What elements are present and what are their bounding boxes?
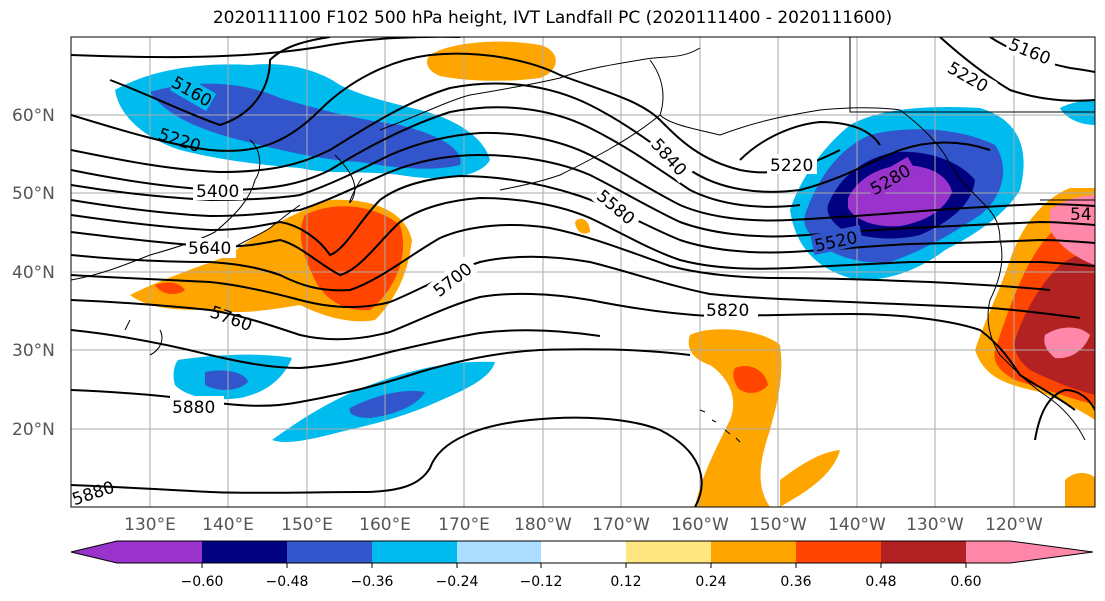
contour-label: 54 (1070, 205, 1092, 225)
contour-label: 5220 (770, 156, 813, 176)
lon-label: 170°E (438, 515, 490, 535)
colorbar-segment (202, 541, 287, 563)
map-title: 2020111100 F102 500 hPa height, IVT Land… (212, 8, 893, 28)
colorbar-tick-label: 0.24 (695, 574, 726, 590)
colorbar-tick-label: −0.12 (520, 574, 563, 590)
contour-line (71, 329, 601, 370)
ivt-positive-core-north-westcoast (1050, 195, 1095, 265)
colorbar-segment (711, 541, 796, 563)
coastlines (71, 37, 1095, 443)
contour-line (109, 37, 331, 127)
coastline-alaska-west (649, 59, 901, 136)
colorbar-ticks (201, 563, 967, 568)
coastline-alaska-south (899, 109, 1001, 241)
colorbar-segment (966, 541, 1010, 563)
contour-line (71, 416, 703, 507)
map-frame (70, 36, 1096, 508)
lat-label: 20°N (12, 420, 55, 440)
lon-label: 180°W (514, 515, 572, 535)
lon-label: 150°E (281, 515, 333, 535)
ivt-positive-spot-japan (155, 282, 185, 295)
ivt-positive-core-hawaii (733, 365, 768, 393)
lon-label: 120°W (985, 515, 1043, 535)
lon-label: 160°W (671, 515, 729, 535)
ivt-positive-deep-westcoast (1014, 248, 1095, 395)
colorbar-segment (457, 541, 541, 563)
colorbar-segment (541, 541, 626, 563)
contour-label: 5820 (706, 301, 749, 321)
colorbar-tick-label: −0.24 (436, 574, 479, 590)
lon-label: 160°E (359, 515, 411, 535)
contour-label: 5880 (172, 398, 215, 418)
contour-line (71, 255, 1081, 319)
lat-label: 60°N (12, 106, 55, 126)
contour-line (739, 120, 881, 161)
colorbar-tick-label: 0.36 (780, 574, 811, 590)
height-contours (71, 37, 1095, 507)
contour-line (71, 224, 1051, 292)
lat-label: 30°N (12, 341, 55, 361)
colorbar-segment (626, 541, 711, 563)
colorbar-tick-label: −0.60 (181, 574, 224, 590)
contour-line (71, 131, 1095, 222)
colorbar-extend-max (1010, 541, 1093, 563)
colorbar-tick-label: 0.12 (610, 574, 641, 590)
contour-line (71, 82, 991, 193)
ivt-negative-patch-west-core (205, 370, 248, 390)
colorbar-segment (796, 541, 881, 563)
colorbar-segment (287, 541, 372, 563)
lon-label: 130°W (906, 515, 964, 535)
contour-label: 5640 (188, 239, 231, 259)
ivt-positive-speck (575, 218, 590, 234)
contour-line (71, 174, 1095, 257)
contour-line (1034, 388, 1095, 441)
colorbar-tick-label: 0.60 (950, 574, 981, 590)
lon-label: 140°W (828, 515, 886, 535)
hawaii-islands (699, 409, 741, 443)
ivt-positive-patch-east-hawaii (780, 450, 840, 507)
colorbar-segment (372, 541, 457, 563)
colorbar-tick-label: −0.48 (266, 574, 309, 590)
lat-label: 50°N (12, 184, 55, 204)
latitude-labels: 60°N 50°N 40°N 30°N 20°N (12, 106, 55, 440)
coastline-siberia (379, 47, 701, 131)
ivt-negative-patch-central-core (349, 390, 425, 418)
coastline-asia (71, 139, 261, 281)
contour-line (71, 292, 1076, 411)
colorbar: −0.60 −0.48 −0.36 −0.24 −0.12 0.12 0.24 … (70, 540, 1094, 590)
lon-label: 130°E (124, 515, 176, 535)
contour-label: 5400 (196, 182, 239, 202)
colorbar-extend-min (71, 541, 117, 563)
lon-label: 140°E (202, 515, 254, 535)
ivt-positive-patch-se (1065, 473, 1095, 507)
lon-label: 150°W (749, 515, 807, 535)
lon-label: 170°W (592, 515, 650, 535)
colorbar-segment (881, 541, 966, 563)
colorbar-tick-label: 0.48 (865, 574, 896, 590)
coastline-kamchatka (334, 154, 363, 203)
coastline-aleutians (499, 114, 661, 191)
colorbar-segment (117, 541, 202, 563)
canada-border (849, 37, 1095, 113)
colorbar-outline (70, 540, 1094, 564)
ivt-positive-core-south-westcoast (1044, 327, 1090, 359)
contour-line (71, 52, 841, 174)
longitude-labels: 130°E 140°E 150°E 160°E 170°E 180°W 170°… (124, 515, 1043, 535)
contour-line (71, 153, 1095, 238)
contour-line (71, 196, 1095, 277)
colorbar-tick-label: −0.36 (351, 574, 394, 590)
ivt-positive-core-japan (300, 206, 404, 311)
coastline-west-us (987, 239, 1086, 441)
ivt-positive-region-north (427, 41, 556, 81)
lat-label: 40°N (12, 263, 55, 283)
contour-line (939, 37, 1095, 102)
